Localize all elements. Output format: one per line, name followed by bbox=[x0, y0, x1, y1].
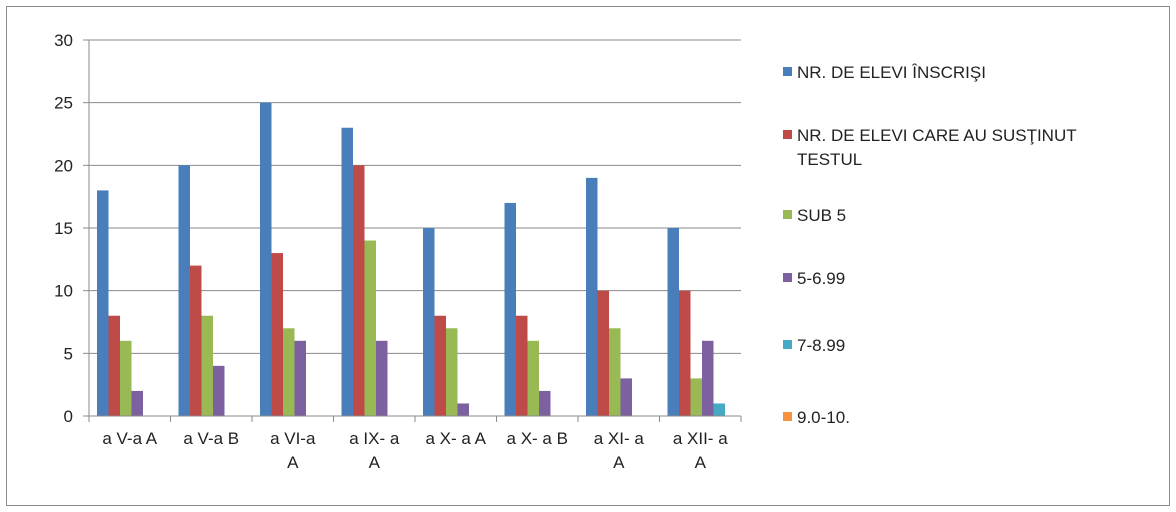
bar bbox=[201, 315, 213, 416]
legend-label: NR. DE ELEVI CARE AU SUSŢINUT bbox=[797, 126, 1077, 145]
bars bbox=[97, 102, 725, 417]
x-tick-label: a X- a A bbox=[426, 429, 487, 448]
bar bbox=[539, 390, 551, 416]
x-tick-label: A bbox=[287, 453, 299, 472]
bar bbox=[504, 202, 516, 416]
bar bbox=[516, 315, 528, 416]
bar bbox=[120, 340, 132, 416]
bar bbox=[131, 390, 143, 416]
bar bbox=[213, 365, 225, 416]
bar bbox=[353, 165, 365, 416]
bar bbox=[597, 290, 609, 416]
bar bbox=[713, 403, 725, 416]
x-tick-label: A bbox=[613, 453, 625, 472]
bar bbox=[446, 328, 458, 416]
x-tick-label: A bbox=[369, 453, 381, 472]
bar bbox=[178, 165, 190, 416]
bar bbox=[190, 265, 202, 416]
bar bbox=[609, 328, 621, 416]
bar bbox=[108, 315, 120, 416]
y-tick-label: 25 bbox=[54, 94, 73, 113]
legend-label: 9.0-10. bbox=[797, 408, 850, 427]
x-tick-label: a X- a B bbox=[507, 429, 568, 448]
legend-swatch bbox=[783, 67, 792, 76]
bar bbox=[586, 177, 598, 416]
axes: 0 5 10 15 20 25 30 a V-a A a V-a B a VI-a Aa IX- a… bbox=[54, 31, 742, 472]
legend: NR. DE ELEVI ÎNSCRIŞI NR. DE ELEVI CARE A… bbox=[783, 63, 1077, 427]
bar bbox=[679, 290, 691, 416]
bar bbox=[620, 378, 632, 416]
legend-label: TESTUL bbox=[797, 150, 862, 169]
legend-swatch bbox=[783, 210, 792, 219]
bar bbox=[423, 228, 435, 416]
legend-label: NR. DE ELEVI ÎNSCRIŞI bbox=[797, 63, 986, 82]
legend-label: 5-6.99 bbox=[797, 269, 845, 288]
legend-label: 7-8.99 bbox=[797, 336, 845, 355]
bar bbox=[364, 240, 376, 416]
legend-swatch bbox=[783, 273, 792, 282]
y-tick-label: 5 bbox=[64, 344, 73, 363]
bar bbox=[457, 403, 469, 416]
bar bbox=[376, 340, 388, 416]
bar bbox=[260, 102, 272, 417]
y-tick-label: 20 bbox=[54, 156, 73, 175]
y-tick-label: 30 bbox=[54, 31, 73, 50]
x-tick-label: a V-a B bbox=[183, 429, 239, 448]
bar bbox=[527, 340, 539, 416]
bar bbox=[667, 228, 679, 416]
bar-chart: 0 5 10 15 20 25 30 a V-a A a V-a B a VI-a Aa IX- a… bbox=[54, 31, 1077, 472]
bar bbox=[434, 315, 446, 416]
x-tick-label: a V-a A bbox=[102, 429, 157, 448]
x-tick-label: a IX- a bbox=[349, 429, 400, 448]
bar bbox=[702, 340, 714, 416]
bar bbox=[294, 340, 306, 416]
x-tick-label: a VI-a bbox=[270, 429, 316, 448]
bar bbox=[341, 127, 353, 416]
y-tick-label: 10 bbox=[54, 282, 73, 301]
y-tick-label: 0 bbox=[64, 407, 73, 426]
y-tick-label: 15 bbox=[54, 219, 73, 238]
bar bbox=[97, 190, 109, 416]
x-tick-label: a XI- a bbox=[594, 429, 645, 448]
legend-swatch bbox=[783, 340, 792, 349]
legend-swatch bbox=[783, 130, 792, 139]
legend-label: SUB 5 bbox=[797, 206, 846, 225]
bar bbox=[690, 378, 702, 416]
bar bbox=[283, 328, 295, 416]
x-tick-label: A bbox=[695, 453, 707, 472]
x-tick-label: a XII- a bbox=[673, 429, 728, 448]
bar bbox=[271, 253, 283, 416]
legend-swatch bbox=[783, 412, 792, 421]
